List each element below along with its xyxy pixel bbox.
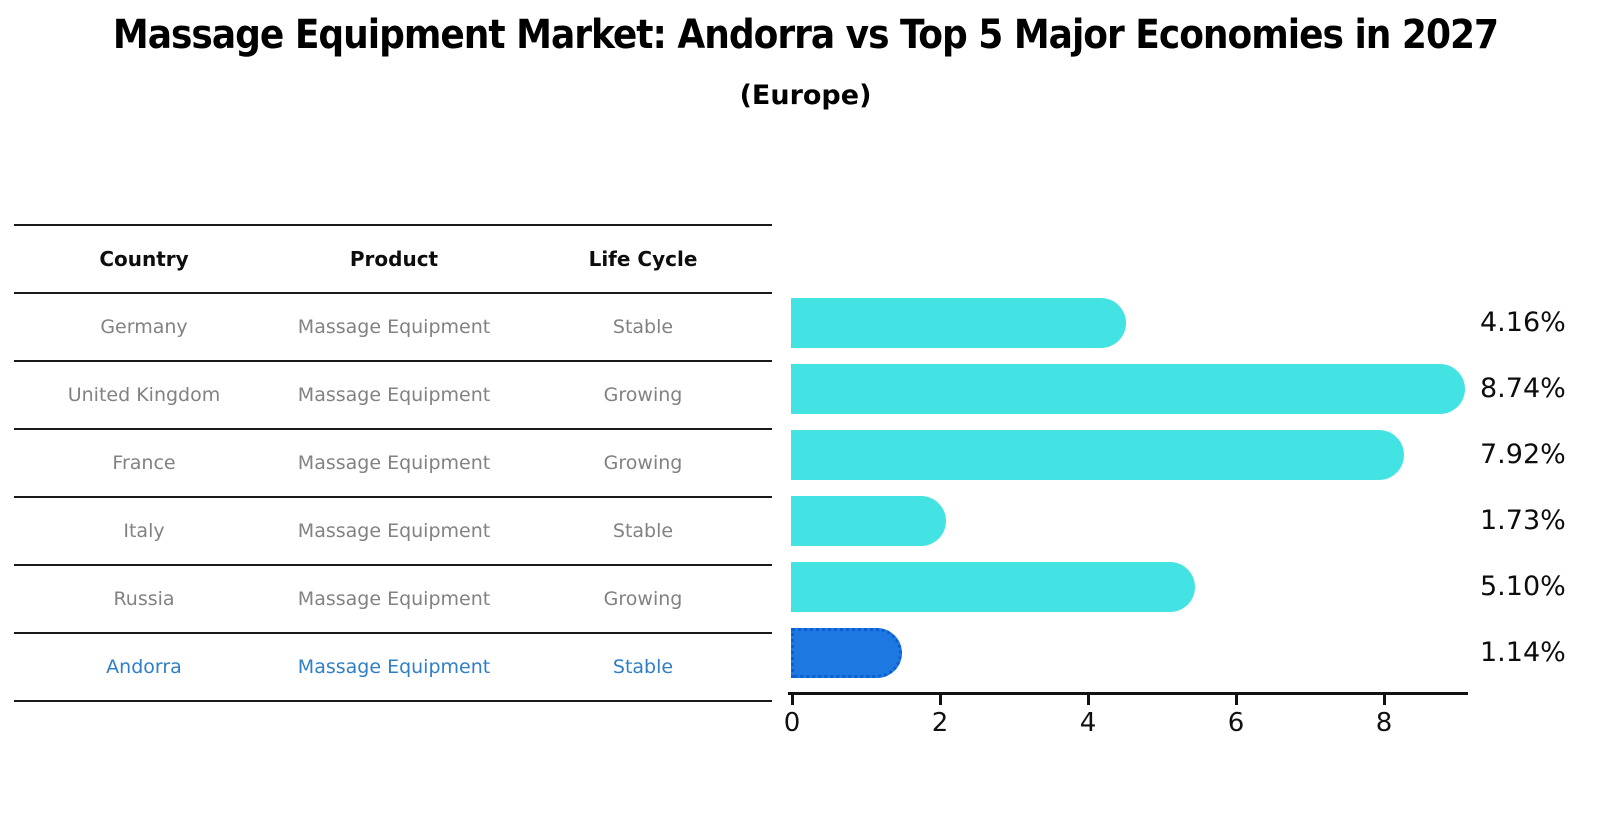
product-cell: Massage Equipment (297, 656, 491, 678)
lifecycle-cell: Stable (612, 656, 674, 678)
x-axis-tick (1234, 695, 1238, 705)
bar-united-kingdom (791, 364, 1465, 414)
table-header-row: Country Product Life Cycle (14, 226, 772, 294)
x-axis-tick (1382, 695, 1386, 705)
x-axis-tick (1086, 695, 1090, 705)
bar-russia (791, 562, 1196, 612)
value-label-united-kingdom: 8.74% (1480, 373, 1566, 404)
table-row-united-kingdom: United Kingdom Massage Equipment Growing (14, 362, 772, 430)
product-cell: Massage Equipment (297, 520, 491, 542)
value-label-andorra: 1.14% (1480, 637, 1566, 668)
bar-italy (791, 496, 947, 546)
x-axis-tick (790, 695, 794, 705)
country-cell: Andorra (106, 656, 182, 678)
product-cell: Massage Equipment (297, 588, 491, 610)
country-cell: United Kingdom (67, 384, 221, 406)
country-cell: Italy (123, 520, 165, 542)
lifecycle-cell: Stable (612, 316, 674, 338)
value-label-italy: 1.73% (1480, 505, 1566, 536)
lifecycle-cell: Growing (603, 588, 683, 610)
page-title: Massage Equipment Market: Andorra vs Top… (112, 12, 1499, 58)
table-row-andorra-highlighted: Andorra Massage Equipment Stable (14, 634, 772, 702)
product-cell: Massage Equipment (297, 316, 491, 338)
country-table: Country Product Life Cycle Germany Massa… (14, 224, 772, 702)
product-cell: Massage Equipment (297, 452, 491, 474)
bar-germany (791, 298, 1126, 348)
value-label-germany: 4.16% (1480, 307, 1566, 338)
bar-france (791, 430, 1405, 480)
value-label-france: 7.92% (1480, 439, 1566, 470)
value-label-russia: 5.10% (1480, 571, 1566, 602)
country-cell: Germany (100, 316, 188, 338)
lifecycle-cell: Growing (603, 384, 683, 406)
table-row-germany: Germany Massage Equipment Stable (14, 294, 772, 362)
x-axis-tick-label: 6 (1227, 708, 1245, 738)
bar-andorra-highlighted (791, 628, 903, 678)
country-column-header: Country (99, 247, 189, 271)
table-row-russia: Russia Massage Equipment Growing (14, 566, 772, 634)
country-cell: Russia (113, 588, 175, 610)
x-axis-tick-label: 4 (1079, 708, 1097, 738)
page-subtitle: (Europe) (739, 80, 872, 111)
lifecycle-cell: Growing (603, 452, 683, 474)
country-cell: France (112, 452, 176, 474)
lifecycle-column-header: Life Cycle (588, 247, 698, 271)
x-axis-tick-label: 0 (783, 708, 801, 738)
x-axis-tick-label: 2 (931, 708, 949, 738)
table-row-italy: Italy Massage Equipment Stable (14, 498, 772, 566)
lifecycle-cell: Stable (612, 520, 674, 542)
x-axis-tick-label: 8 (1375, 708, 1393, 738)
x-axis-tick (938, 695, 942, 705)
x-axis-line (788, 692, 1468, 695)
product-cell: Massage Equipment (297, 384, 491, 406)
table-row-france: France Massage Equipment Growing (14, 430, 772, 498)
product-column-header: Product (349, 247, 439, 271)
